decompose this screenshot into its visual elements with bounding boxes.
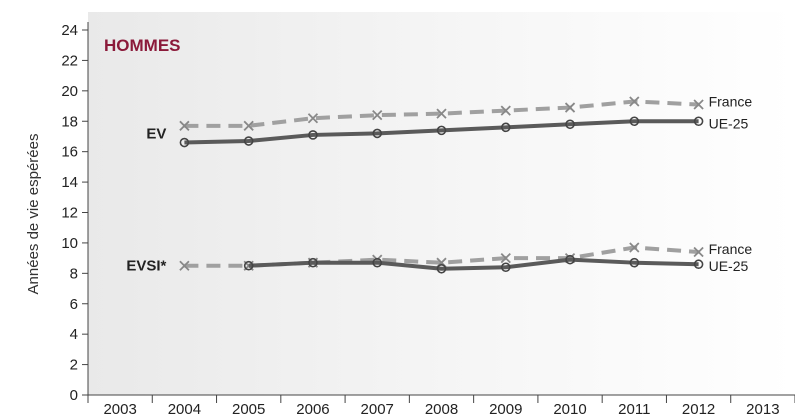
- point-evsi-ue-25: [693, 259, 704, 270]
- series-end-label-ev-france: France: [709, 94, 753, 110]
- point-ev-ue-25: [500, 122, 511, 133]
- y-tick-label: 20: [61, 83, 78, 100]
- x-tick-label: 2011: [618, 401, 650, 418]
- point-ev-france: [436, 108, 447, 119]
- y-tick-label: 22: [61, 52, 78, 69]
- point-evsi-ue-25: [243, 260, 254, 271]
- chart-title: HOMMES: [104, 36, 181, 55]
- x-tick-label: 2007: [361, 401, 394, 418]
- x-tick-label: 2010: [553, 401, 586, 418]
- series-end-label-evsi-france: France: [709, 241, 753, 257]
- plot-background: [88, 12, 795, 395]
- x-tick-label: 2009: [489, 401, 522, 418]
- point-ev-france: [372, 110, 383, 121]
- point-ev-ue-25: [436, 125, 447, 136]
- series-layer: [179, 96, 704, 274]
- point-ev-ue-25: [372, 128, 383, 139]
- point-evsi-france: [179, 260, 190, 271]
- point-ev-ue-25: [179, 137, 190, 148]
- point-ev-ue-25: [308, 130, 318, 140]
- point-ev-ue-25: [565, 119, 575, 130]
- group-label-1: EVSI*: [126, 258, 166, 275]
- point-evsi-france: [693, 246, 704, 258]
- point-evsi-ue-25: [436, 263, 447, 274]
- y-tick-label: 6: [70, 296, 78, 313]
- series-line-ev-ue-25: [184, 119, 699, 145]
- y-axis-label: Années de vie espérées: [25, 134, 42, 295]
- point-ev-france: [564, 102, 576, 113]
- point-ev-france: [243, 120, 254, 131]
- point-ev-france: [500, 105, 511, 116]
- y-tick-label: 16: [61, 144, 78, 161]
- point-evsi-ue-25: [372, 257, 383, 268]
- x-tick-label: 2005: [232, 401, 265, 418]
- y-tick-label: 14: [61, 174, 78, 191]
- x-tick-label: 2012: [682, 401, 715, 418]
- series-end-label-ev-ue-25: UE-25: [709, 115, 749, 131]
- series-line-ev-france: [184, 99, 699, 128]
- series-line-evsi-ue-25: [248, 257, 699, 271]
- point-ev-ue-25: [693, 116, 704, 127]
- x-tick-label: 2003: [103, 401, 136, 418]
- point-ev-ue-25: [243, 136, 254, 146]
- y-tick-label: 2: [70, 357, 78, 374]
- point-ev-france: [629, 96, 640, 107]
- point-ev-france: [307, 113, 319, 124]
- point-ev-ue-25: [629, 116, 640, 127]
- x-tick-label: 2006: [296, 401, 329, 418]
- point-ev-france: [693, 99, 704, 110]
- y-tick-label: 8: [70, 265, 78, 282]
- point-evsi-france: [500, 252, 511, 264]
- y-tick-label: 12: [61, 205, 78, 222]
- point-evsi-ue-25: [308, 257, 318, 268]
- group-label-0: EV: [146, 126, 166, 143]
- x-tick-label: 2013: [746, 401, 779, 418]
- y-tick-label: 18: [61, 113, 78, 130]
- y-tick-label: 24: [61, 22, 78, 39]
- x-tick-label: 2008: [425, 401, 458, 418]
- series-end-label-evsi-ue-25: UE-25: [709, 258, 749, 274]
- point-evsi-ue-25: [500, 262, 511, 273]
- y-tick-label: 4: [70, 326, 78, 343]
- point-ev-france: [179, 120, 190, 131]
- y-tick-label: 0: [70, 387, 78, 404]
- x-tick-label: 2004: [168, 401, 201, 418]
- series-line-evsi-france: [184, 245, 699, 268]
- y-tick-label: 10: [61, 235, 78, 252]
- point-evsi-ue-25: [629, 257, 640, 268]
- point-evsi-france: [629, 242, 640, 253]
- point-evsi-ue-25: [565, 254, 575, 265]
